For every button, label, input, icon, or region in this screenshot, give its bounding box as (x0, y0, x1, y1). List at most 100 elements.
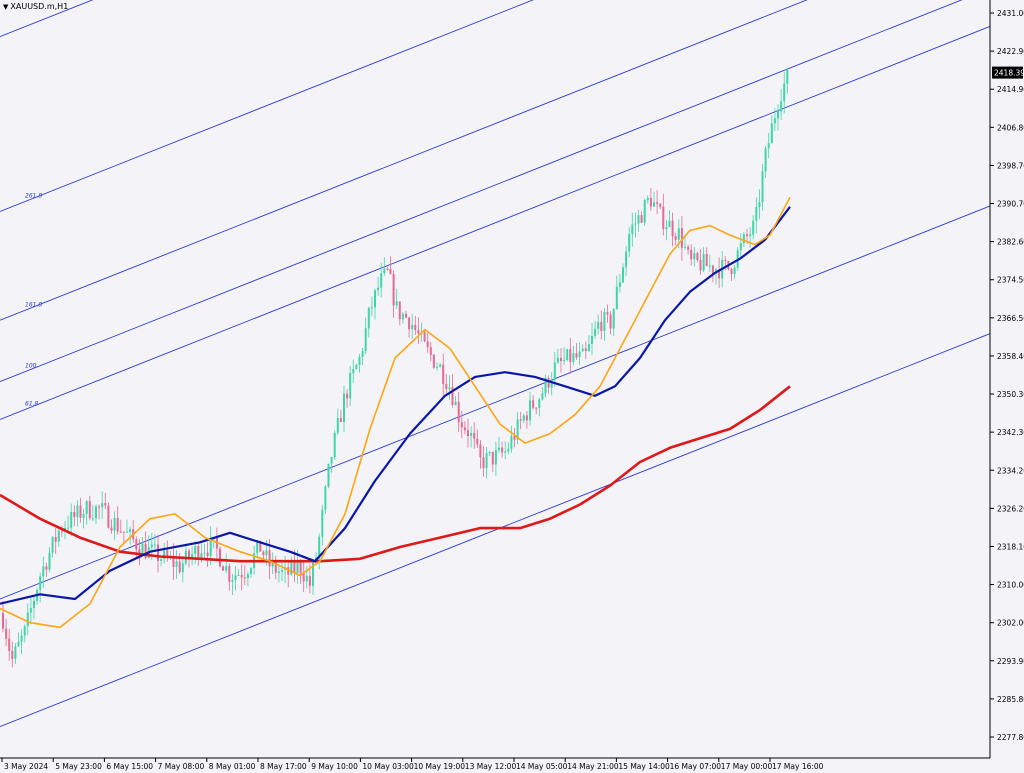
candle-body (405, 313, 407, 318)
candle-body (702, 254, 705, 271)
x-tick-label: 14 May 05:00 (516, 762, 568, 771)
candle-body (696, 253, 699, 261)
candle-body (5, 628, 8, 639)
candle-body (516, 419, 519, 440)
y-tick-label: 2374.50 (997, 276, 1024, 285)
candle-body (265, 550, 268, 556)
candle-body (470, 432, 473, 437)
candle-body (57, 530, 60, 542)
candle-body (380, 273, 383, 288)
candle-body (246, 574, 249, 579)
candle-body (157, 544, 159, 561)
candle-body (547, 378, 550, 388)
candle-body (17, 641, 20, 647)
candle-body (615, 286, 618, 309)
candle-body (733, 267, 736, 275)
candle-body (544, 378, 547, 394)
candle-body (150, 544, 153, 548)
candle-body (206, 552, 209, 557)
candle-body (113, 517, 116, 531)
candle-body (662, 206, 665, 230)
candle-body (95, 506, 97, 519)
candle-body (777, 111, 779, 119)
candle-body (653, 202, 655, 207)
candle-body (51, 536, 54, 553)
candle-body (445, 384, 448, 390)
symbol-label: XAUUSD.m,H1 (10, 2, 69, 11)
candle-body (194, 546, 197, 555)
channel-line-5[interactable] (0, 202, 1000, 600)
y-tick-label: 2406.80 (997, 123, 1024, 132)
candle-body (463, 427, 466, 431)
x-tick-label: 3 May 2024 (4, 762, 48, 771)
candle-body (383, 268, 386, 274)
x-tick-label: 10 May 03:00 (362, 762, 414, 771)
candle-body (761, 171, 764, 203)
candle-body (129, 529, 132, 532)
candle-body (73, 511, 76, 517)
channel-line-1[interactable] (0, 0, 1000, 212)
candle-body (343, 393, 345, 423)
candle-body (752, 220, 755, 235)
fib-label-4: 61.8 (25, 400, 39, 407)
candle-body (209, 538, 212, 557)
ma-slow-line (0, 385, 791, 563)
candle-body (33, 600, 35, 609)
candle-body (135, 539, 138, 550)
candle-body (181, 563, 184, 573)
candle-body (479, 444, 482, 458)
candle-body (191, 554, 194, 559)
candle-body (770, 123, 773, 144)
candle-body (268, 550, 271, 567)
candle-body (2, 613, 4, 629)
candle-body (532, 400, 535, 408)
candle-body (98, 506, 101, 508)
candle-body (631, 224, 634, 235)
candle-body (76, 505, 79, 517)
triangle-down-icon[interactable]: ▼ (3, 2, 9, 11)
candle-body (358, 356, 361, 365)
candle-body (628, 234, 631, 252)
candle-body (603, 312, 606, 331)
candle-body (656, 202, 659, 204)
candle-body (439, 364, 442, 367)
candle-body (556, 357, 559, 363)
candle-body (138, 549, 141, 556)
candle-body (442, 364, 445, 385)
x-tick-label: 7 May 08:00 (158, 762, 205, 771)
channel-line-3[interactable] (0, 0, 1000, 383)
candle-body (739, 243, 742, 251)
candle-body (649, 197, 652, 207)
candle-body (687, 246, 690, 250)
channel-line-2[interactable] (0, 0, 1000, 321)
candle-body (473, 432, 476, 439)
candle-body (377, 287, 380, 291)
candle-body (783, 83, 786, 102)
candle-body (522, 415, 525, 421)
y-tick-label: 2277.80 (997, 733, 1024, 742)
candle-body (153, 544, 156, 546)
channel-line-0[interactable] (0, 0, 1000, 38)
candle-body (39, 576, 42, 590)
y-tick-label: 2422.90 (997, 47, 1024, 56)
chart-header: ▼ XAUUSD.m,H1 (3, 2, 68, 11)
channel-line-4[interactable] (0, 22, 1000, 420)
candle-body (327, 463, 330, 487)
candle-body (26, 612, 29, 627)
candle-body (529, 400, 531, 421)
candle-body (110, 527, 113, 531)
candle-body (262, 551, 265, 556)
y-tick-label: 2310.00 (997, 581, 1024, 590)
candle-body (277, 571, 280, 573)
candle-body (141, 543, 144, 556)
candle-body (70, 511, 73, 528)
candle-body (646, 197, 649, 201)
candle-body (305, 575, 308, 582)
candle-body (240, 574, 243, 578)
y-tick-label: 2431.00 (997, 9, 1024, 18)
candle-body (101, 503, 104, 508)
candle-body (746, 234, 748, 237)
x-tick-label: 8 May 01:00 (209, 762, 256, 771)
